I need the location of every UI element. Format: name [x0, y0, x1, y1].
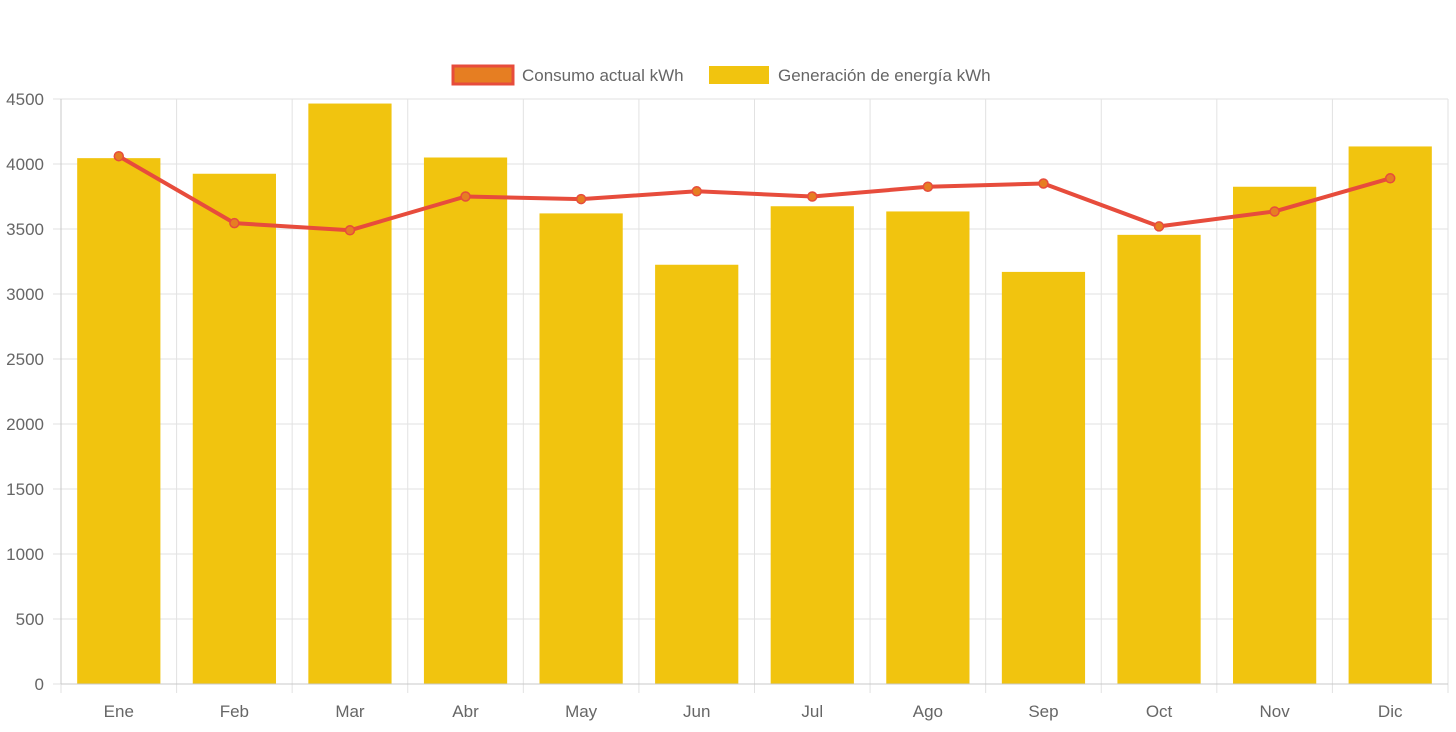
point-consumo-mar[interactable] [344, 225, 356, 236]
x-tick-label: Mar [335, 702, 365, 721]
x-tick-label: Jul [801, 702, 823, 721]
y-tick-label: 1000 [6, 545, 44, 564]
point-consumo-ago[interactable] [922, 181, 934, 192]
legend-label-consumo: Consumo actual kWh [522, 66, 684, 85]
line-series [113, 150, 1396, 236]
bar-series [77, 103, 1432, 685]
bar-generacion-abr[interactable] [423, 157, 508, 685]
legend: Consumo actual kWh Generación de energía… [451, 64, 991, 86]
bar-generacion-jul[interactable] [770, 206, 854, 684]
x-tick-label: Ago [913, 702, 943, 721]
point-consumo-sep[interactable] [1038, 178, 1049, 189]
y-tick-label: 4500 [6, 90, 44, 109]
point-consumo-nov[interactable] [1269, 206, 1280, 217]
x-tick-label: Ene [104, 702, 134, 721]
bar-generacion-jun[interactable] [655, 264, 739, 684]
legend-swatch-consumo [451, 64, 515, 86]
bar-generacion-feb[interactable] [192, 173, 276, 684]
legend-item-consumo[interactable]: Consumo actual kWh [451, 64, 684, 86]
bar-generacion-dic[interactable] [1348, 146, 1432, 684]
bar-generacion-may[interactable] [539, 213, 623, 684]
grid [53, 98, 1449, 693]
y-tick-label: 0 [35, 675, 44, 694]
x-tick-label: Feb [220, 702, 249, 721]
bar-generacion-oct[interactable] [1117, 234, 1201, 684]
x-tick-label: Sep [1028, 702, 1058, 721]
x-tick-label: May [565, 702, 598, 721]
point-consumo-ene[interactable] [113, 150, 125, 162]
x-axis: Ene Feb Mar Abr May Jun Jul Ago Sep Oct Nov Dic [61, 683, 1448, 721]
bar-generacion-ago[interactable] [886, 211, 970, 684]
y-tick-label: 500 [16, 610, 44, 629]
bar-generacion-mar[interactable] [308, 103, 392, 685]
bar-generacion-sep[interactable] [1001, 271, 1086, 684]
y-tick-label: 4000 [6, 155, 44, 174]
legend-item-generacion[interactable]: Generación de energía kWh [709, 66, 991, 85]
x-tick-label: Nov [1260, 702, 1291, 721]
y-tick-label: 2500 [6, 350, 44, 369]
point-consumo-oct[interactable] [1153, 221, 1165, 232]
legend-label-generacion: Generación de energía kWh [778, 66, 991, 85]
x-tick-label: Dic [1378, 702, 1403, 721]
point-consumo-jun[interactable] [691, 186, 702, 197]
y-tick-label: 3500 [6, 220, 44, 239]
legend-swatch-generacion [709, 66, 769, 84]
bar-generacion-ene[interactable] [77, 158, 161, 684]
y-tick-label: 1500 [6, 480, 44, 499]
point-consumo-dic[interactable] [1384, 173, 1396, 184]
x-tick-label: Jun [683, 702, 710, 721]
line-consumo [116, 154, 1393, 233]
x-tick-label: Oct [1146, 702, 1173, 721]
x-tick-label: Abr [452, 702, 479, 721]
point-consumo-may[interactable] [575, 193, 587, 205]
y-axis: 0 500 1000 1500 2000 2500 3000 3500 4000 4500 [6, 90, 62, 694]
point-consumo-abr[interactable] [460, 191, 471, 202]
point-consumo-feb[interactable] [229, 217, 240, 229]
bar-generacion-nov[interactable] [1233, 186, 1317, 684]
y-tick-label: 2000 [6, 415, 44, 434]
point-consumo-jul[interactable] [807, 191, 818, 202]
y-tick-label: 3000 [6, 285, 44, 304]
